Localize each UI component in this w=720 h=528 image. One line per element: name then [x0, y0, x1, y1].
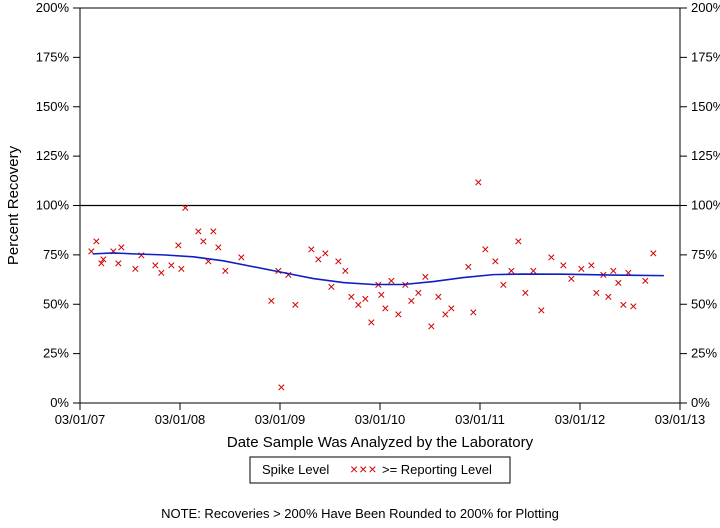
data-point: × [341, 263, 349, 279]
y-tick-left: 100% [36, 198, 70, 213]
data-point: × [167, 257, 175, 273]
data-point: × [624, 265, 632, 281]
data-point: × [291, 296, 299, 312]
y-tick-right: 125% [691, 148, 720, 163]
y-tick-left: 75% [43, 247, 69, 262]
data-point: × [367, 314, 375, 330]
data-point: × [464, 259, 472, 275]
y-tick-left: 175% [36, 49, 70, 64]
data-point: × [434, 288, 442, 304]
y-tick-right: 0% [691, 395, 710, 410]
y-tick-right: 175% [691, 49, 720, 64]
x-tick: 03/01/11 [455, 412, 505, 427]
data-point: × [414, 284, 422, 300]
data-point: × [277, 379, 285, 395]
data-point: × [474, 174, 482, 190]
y-tick-left: 200% [36, 0, 70, 15]
data-point: × [604, 288, 612, 304]
data-point: × [567, 271, 575, 287]
data-point: × [204, 253, 212, 269]
data-point: × [521, 284, 529, 300]
data-point: × [131, 261, 139, 277]
data-point: × [592, 284, 600, 300]
x-tick: 03/01/09 [255, 412, 306, 427]
data-point: × [381, 300, 389, 316]
data-point: × [547, 249, 555, 265]
y-tick-left: 50% [43, 296, 69, 311]
y-axis-label: Percent Recovery [5, 145, 22, 265]
footer-note: NOTE: Recoveries > 200% Have Been Rounde… [161, 506, 559, 521]
data-point: × [447, 300, 455, 316]
data-point: × [469, 304, 477, 320]
data-point: × [629, 298, 637, 314]
legend-marker-icon: ××× [350, 461, 378, 477]
y-tick-left: 125% [36, 148, 70, 163]
y-tick-right: 50% [691, 296, 717, 311]
y-tick-left: 150% [36, 99, 70, 114]
y-tick-left: 25% [43, 346, 69, 361]
data-point: × [199, 233, 207, 249]
data-point: × [491, 253, 499, 269]
data-point: × [427, 318, 435, 334]
data-point: × [507, 263, 515, 279]
legend-item-label: >= Reporting Level [382, 462, 492, 477]
data-point: × [499, 277, 507, 293]
x-tick: 03/01/12 [555, 412, 606, 427]
data-point: × [114, 255, 122, 271]
data-point: × [614, 275, 622, 291]
data-point: × [174, 237, 182, 253]
data-point: × [537, 302, 545, 318]
x-tick: 03/01/13 [655, 412, 706, 427]
data-point: × [214, 239, 222, 255]
data-point: × [619, 296, 627, 312]
x-axis-label: Date Sample Was Analyzed by the Laborato… [227, 434, 534, 451]
data-point: × [209, 223, 217, 239]
legend-item-label: Spike Level [262, 462, 329, 477]
data-point: × [157, 265, 165, 281]
data-point: × [321, 245, 329, 261]
data-point: × [387, 273, 395, 289]
y-tick-right: 75% [691, 247, 717, 262]
data-point: × [221, 263, 229, 279]
data-point: × [529, 263, 537, 279]
data-point: × [394, 306, 402, 322]
data-point: × [481, 241, 489, 257]
x-tick: 03/01/07 [55, 412, 106, 427]
data-point: × [649, 245, 657, 261]
y-tick-right: 25% [691, 346, 717, 361]
scatter-chart: 0% 0% 25% 25% 50% 50% 75% 75% 100% 100% 125% 125% 15… [0, 0, 720, 528]
y-tick-right: 150% [691, 99, 720, 114]
x-tick: 03/01/08 [155, 412, 206, 427]
y-tick-right: 200% [691, 0, 720, 15]
data-point: × [587, 257, 595, 273]
y-tick-left: 0% [50, 395, 69, 410]
data-point: × [361, 290, 369, 306]
y-tick-right: 100% [691, 198, 720, 213]
data-point: × [237, 249, 245, 265]
data-point: × [177, 261, 185, 277]
data-point: × [559, 257, 567, 273]
chart-container: { "chart": { "type": "scatter", "width":… [0, 0, 720, 528]
data-point: × [92, 233, 100, 249]
data-point: × [514, 233, 522, 249]
data-point: × [181, 199, 189, 215]
data-point: × [267, 292, 275, 308]
x-tick: 03/01/10 [355, 412, 406, 427]
